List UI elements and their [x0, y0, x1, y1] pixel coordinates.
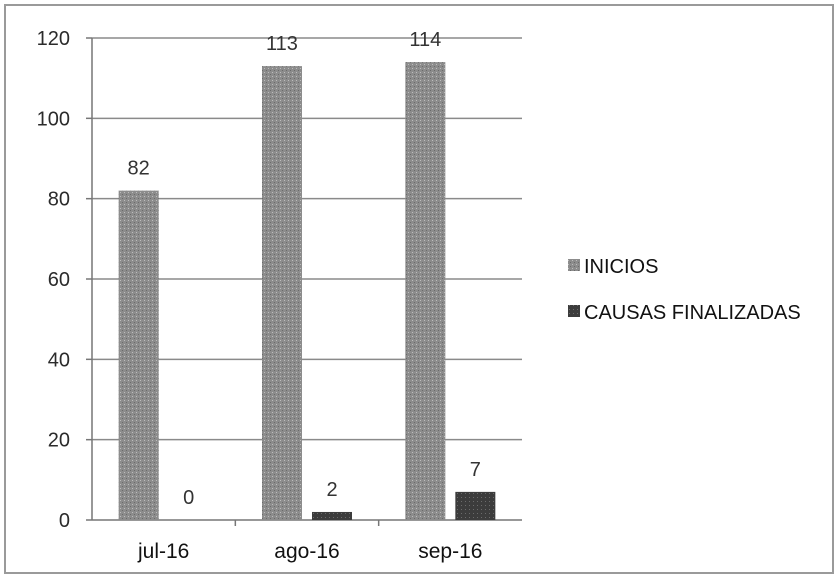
x-category-label: jul-16 [137, 540, 189, 563]
legend-swatch [568, 305, 580, 317]
bar-causas-finalizadas [312, 511, 352, 520]
y-tick-label: 120 [37, 28, 70, 50]
legend: INICIOS CAUSAS FINALIZADAS [568, 256, 801, 324]
x-category-label: ago-16 [274, 540, 339, 563]
y-tick-label: 60 [48, 269, 70, 291]
y-tick-label: 100 [37, 108, 70, 130]
labels: jul-16 82 0 ago-16 113 2 sep-16 114 7 [128, 29, 483, 563]
data-label: 7 [470, 459, 481, 481]
bar-causas-finalizadas [455, 491, 496, 520]
legend-swatch [568, 259, 580, 271]
data-label: 0 [183, 487, 194, 509]
x-category-label: sep-16 [418, 540, 482, 563]
data-label: 2 [326, 479, 337, 501]
legend-label: CAUSAS FINALIZADAS [584, 302, 801, 324]
y-tick-label: 0 [59, 510, 70, 532]
y-tick-label: 80 [48, 189, 70, 211]
legend-label: INICIOS [584, 256, 658, 278]
gridlines [92, 37, 522, 441]
data-label: 82 [128, 158, 150, 180]
y-tick-label: 40 [48, 349, 70, 371]
bar-inicios [262, 66, 302, 520]
bars [118, 62, 496, 520]
data-label: 114 [409, 29, 441, 51]
data-label: 113 [266, 33, 298, 55]
y-tick-label: 20 [48, 430, 70, 452]
bar-inicios [118, 190, 159, 520]
bar-inicios [405, 62, 446, 520]
